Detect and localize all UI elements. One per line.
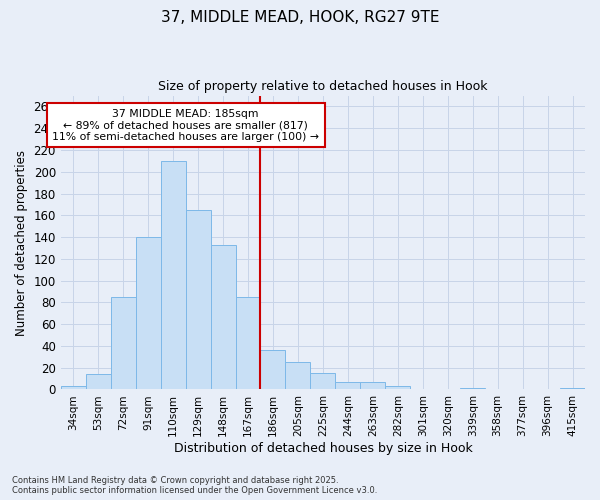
Bar xyxy=(236,297,260,390)
Bar xyxy=(260,350,286,390)
Bar xyxy=(560,388,585,390)
Text: 37, MIDDLE MEAD, HOOK, RG27 9TE: 37, MIDDLE MEAD, HOOK, RG27 9TE xyxy=(161,10,439,25)
Bar xyxy=(310,373,335,390)
Text: 37 MIDDLE MEAD: 185sqm
← 89% of detached houses are smaller (817)
11% of semi-de: 37 MIDDLE MEAD: 185sqm ← 89% of detached… xyxy=(52,108,319,142)
Bar xyxy=(286,362,310,390)
Bar xyxy=(335,382,361,390)
Bar xyxy=(385,386,410,390)
Bar xyxy=(361,382,385,390)
Bar xyxy=(185,210,211,390)
X-axis label: Distribution of detached houses by size in Hook: Distribution of detached houses by size … xyxy=(173,442,472,455)
Title: Size of property relative to detached houses in Hook: Size of property relative to detached ho… xyxy=(158,80,488,93)
Bar xyxy=(136,237,161,390)
Y-axis label: Number of detached properties: Number of detached properties xyxy=(15,150,28,336)
Bar xyxy=(161,161,185,390)
Bar xyxy=(86,374,111,390)
Bar xyxy=(460,388,485,390)
Text: Contains HM Land Registry data © Crown copyright and database right 2025.
Contai: Contains HM Land Registry data © Crown c… xyxy=(12,476,377,495)
Bar xyxy=(211,244,236,390)
Bar xyxy=(111,297,136,390)
Bar xyxy=(61,386,86,390)
